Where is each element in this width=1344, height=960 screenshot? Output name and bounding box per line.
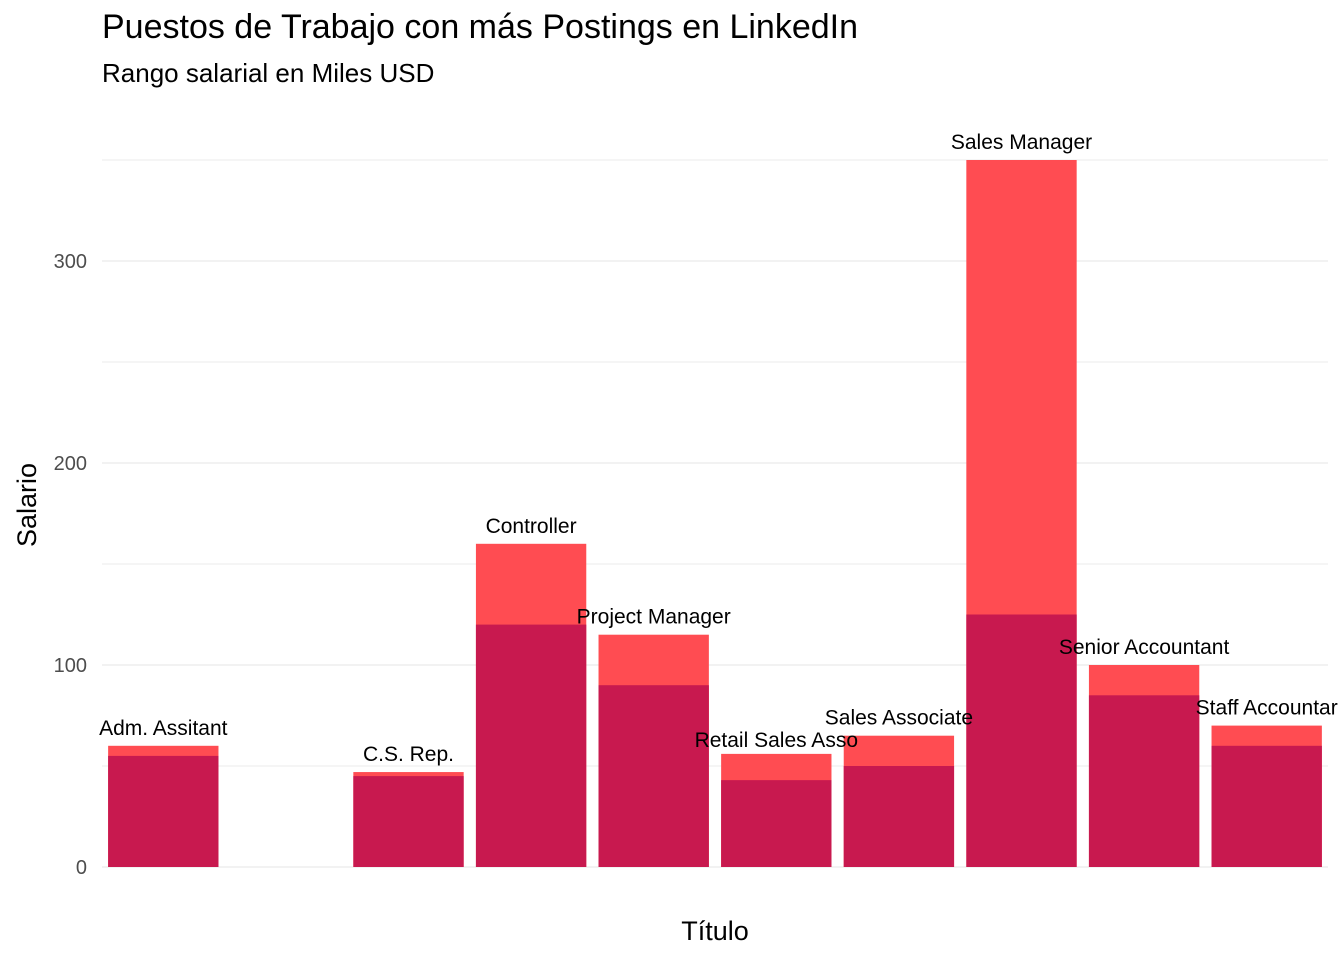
bar-label: C.S. Rep. [363, 743, 454, 766]
y-tick-label: 300 [54, 251, 87, 273]
chart-subtitle: Rango salarial en Miles USD [102, 58, 435, 88]
bar-min [721, 780, 832, 867]
y-tick-label: 200 [54, 453, 87, 475]
bar-label: Senior Accountant [1059, 636, 1230, 659]
bar-min [475, 624, 587, 867]
y-tick-label: 100 [54, 655, 87, 677]
y-axis-title: Salario [12, 463, 42, 547]
bar-label: Staff Accountar [1196, 697, 1338, 720]
x-axis-title: Título [681, 916, 749, 946]
bar-label: Retail Sales Asso [695, 729, 858, 752]
bar-min [1211, 745, 1322, 867]
bars [108, 160, 1322, 867]
bar-label: Sales Manager [951, 131, 1092, 154]
bar-min [1088, 695, 1200, 867]
bar-min [598, 685, 709, 867]
y-axis-ticks: 0 100 200 300 [54, 251, 87, 879]
bar-label: Sales Associate [825, 707, 973, 730]
y-tick-label: 0 [76, 857, 87, 879]
bar-min [108, 755, 219, 867]
chart-title: Puestos de Trabajo con más Postings en L… [102, 8, 859, 46]
bar-min [843, 766, 955, 867]
bar-label: Adm. Assitant [99, 717, 228, 740]
bar-min [353, 776, 464, 867]
bar-label: Controller [486, 515, 577, 538]
bar-min [966, 614, 1077, 867]
bar-labels: Adm. Assitant C.S. Rep. Controller Project … [99, 131, 1338, 766]
grid-lines [102, 159, 1328, 868]
bar-label: Project Manager [577, 606, 731, 629]
